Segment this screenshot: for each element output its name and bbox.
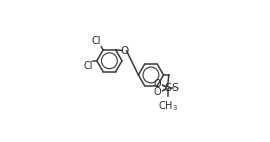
Text: CH$_3$: CH$_3$: [158, 99, 178, 113]
Text: Cl: Cl: [83, 61, 93, 71]
Text: O: O: [154, 79, 161, 89]
Text: O: O: [154, 87, 161, 97]
Text: S: S: [164, 83, 171, 93]
Text: O: O: [120, 46, 129, 56]
Text: Cl: Cl: [91, 36, 101, 46]
Text: S: S: [171, 83, 178, 93]
